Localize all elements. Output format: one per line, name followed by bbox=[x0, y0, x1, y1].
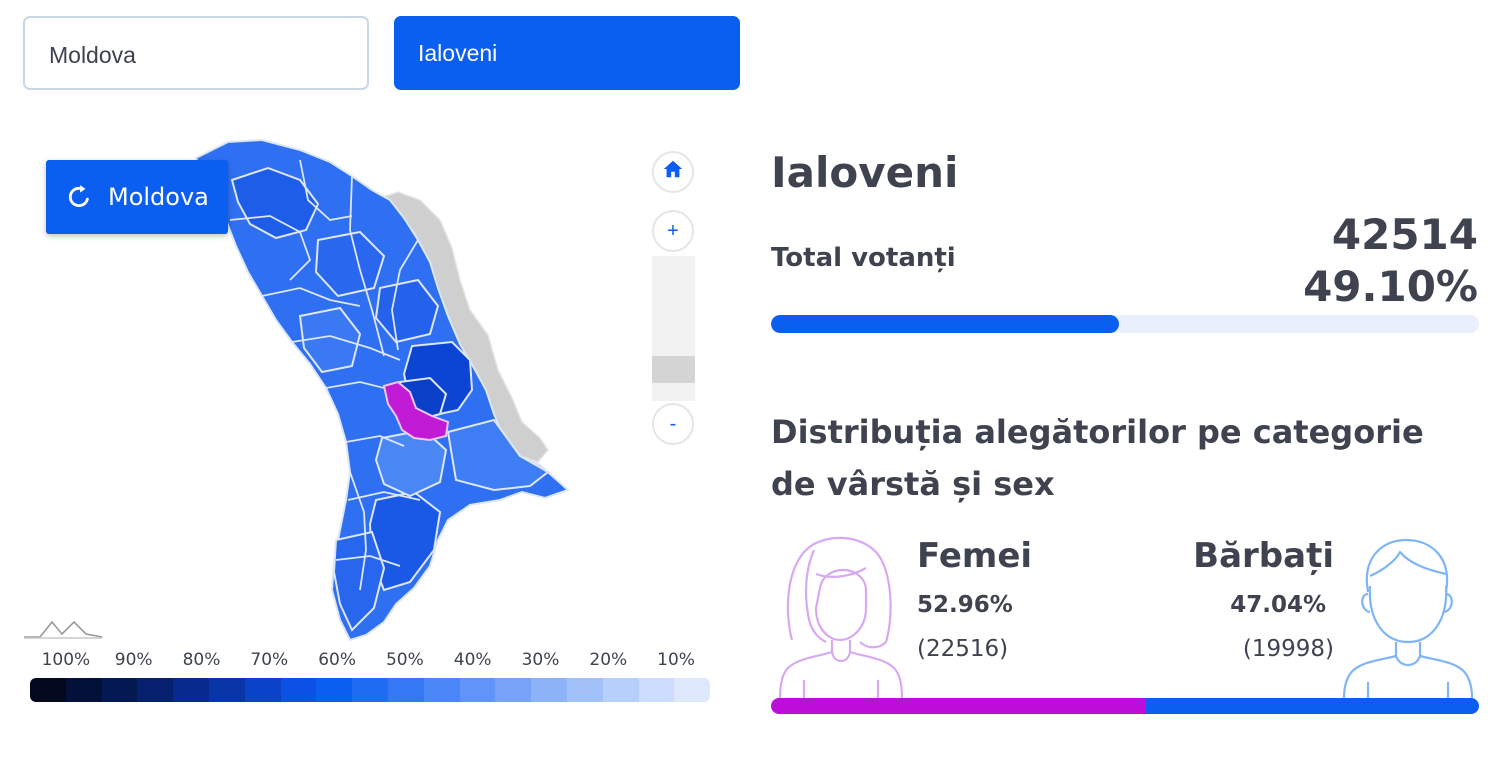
female-avatar-icon bbox=[778, 536, 904, 698]
male-label: Bărbați bbox=[1193, 536, 1334, 576]
legend-swatch bbox=[387, 678, 424, 702]
legend-swatch bbox=[280, 678, 317, 702]
reset-map-button[interactable]: Moldova bbox=[46, 160, 228, 234]
moldova-map bbox=[24, 138, 570, 642]
legend-label: 80% bbox=[182, 650, 221, 670]
legend-label: 60% bbox=[318, 650, 356, 670]
gender-split-male bbox=[1145, 698, 1479, 714]
legend-swatch bbox=[531, 678, 567, 702]
map-region-north-east[interactable] bbox=[374, 278, 440, 344]
total-voters-value: 42514 bbox=[1331, 210, 1478, 259]
refresh-icon bbox=[66, 184, 92, 210]
legend-swatch bbox=[65, 678, 102, 702]
legend-swatch bbox=[602, 678, 639, 702]
map-region-north-dark[interactable] bbox=[230, 166, 320, 240]
distribution-title: Distribuția alegătorilor pe categorie de… bbox=[771, 413, 1424, 503]
reset-map-label: Moldova bbox=[108, 183, 209, 211]
turnout-percent: 49.10% bbox=[1303, 262, 1478, 311]
legend-swatch bbox=[173, 678, 209, 702]
female-count: (22516) bbox=[917, 636, 1009, 662]
legend-color-scale bbox=[30, 678, 710, 702]
zoom-in-button[interactable]: + bbox=[652, 210, 694, 252]
turnout-progress-fill bbox=[771, 315, 1119, 333]
female-label: Femei bbox=[917, 536, 1033, 576]
map-region-north-central[interactable] bbox=[314, 230, 386, 298]
legend-swatch bbox=[674, 678, 710, 702]
gender-split-bar bbox=[771, 698, 1479, 714]
legend-label: 10% bbox=[657, 650, 695, 670]
total-voters-label: Total votanți bbox=[771, 243, 956, 273]
legend-labels: 100% 90% 80% 70% 60% 50% 40% 30% 20% 10% bbox=[32, 650, 710, 670]
map-region-west[interactable] bbox=[298, 306, 362, 374]
legend-label: 70% bbox=[250, 650, 289, 670]
legend-swatch bbox=[316, 678, 353, 702]
legend-swatch bbox=[244, 678, 281, 702]
legend-swatch bbox=[208, 678, 245, 702]
map-district-borders bbox=[229, 159, 421, 591]
legend-swatch bbox=[352, 678, 388, 702]
tab-region[interactable]: Ialoveni bbox=[394, 16, 740, 90]
legend-label: 50% bbox=[385, 650, 424, 670]
tab-country[interactable]: Moldova bbox=[23, 16, 369, 90]
legend-swatch bbox=[30, 678, 66, 702]
male-avatar-icon bbox=[1342, 538, 1474, 698]
legend-label: 30% bbox=[521, 650, 560, 670]
legend-label: 100% bbox=[41, 650, 91, 670]
legend-swatch bbox=[459, 678, 496, 702]
gender-split-female bbox=[771, 698, 1146, 714]
legend-swatch bbox=[137, 678, 174, 702]
legend-swatch bbox=[566, 678, 603, 702]
chart-credit-icon bbox=[24, 620, 103, 639]
legend-swatch bbox=[495, 678, 532, 702]
zoom-out-button[interactable]: - bbox=[652, 403, 694, 445]
home-icon bbox=[662, 158, 684, 186]
map-country-body bbox=[194, 138, 570, 642]
turnout-progress-bar bbox=[771, 315, 1479, 333]
legend-swatch bbox=[638, 678, 675, 702]
legend-label: 20% bbox=[589, 650, 628, 670]
legend-label: 40% bbox=[453, 650, 492, 670]
region-title: Ialoveni bbox=[771, 148, 959, 197]
male-count: (19998) bbox=[1242, 636, 1334, 662]
map-region-ialoveni[interactable] bbox=[382, 380, 450, 442]
legend-label: 90% bbox=[114, 650, 153, 670]
female-percent: 52.96% bbox=[917, 592, 1013, 618]
map-region-east-light[interactable] bbox=[446, 418, 550, 492]
legend-swatch bbox=[101, 678, 138, 702]
legend-swatch bbox=[423, 678, 460, 702]
male-percent: 47.04% bbox=[1230, 592, 1326, 618]
home-button[interactable] bbox=[652, 151, 694, 193]
zoom-slider-handle[interactable] bbox=[652, 356, 695, 384]
